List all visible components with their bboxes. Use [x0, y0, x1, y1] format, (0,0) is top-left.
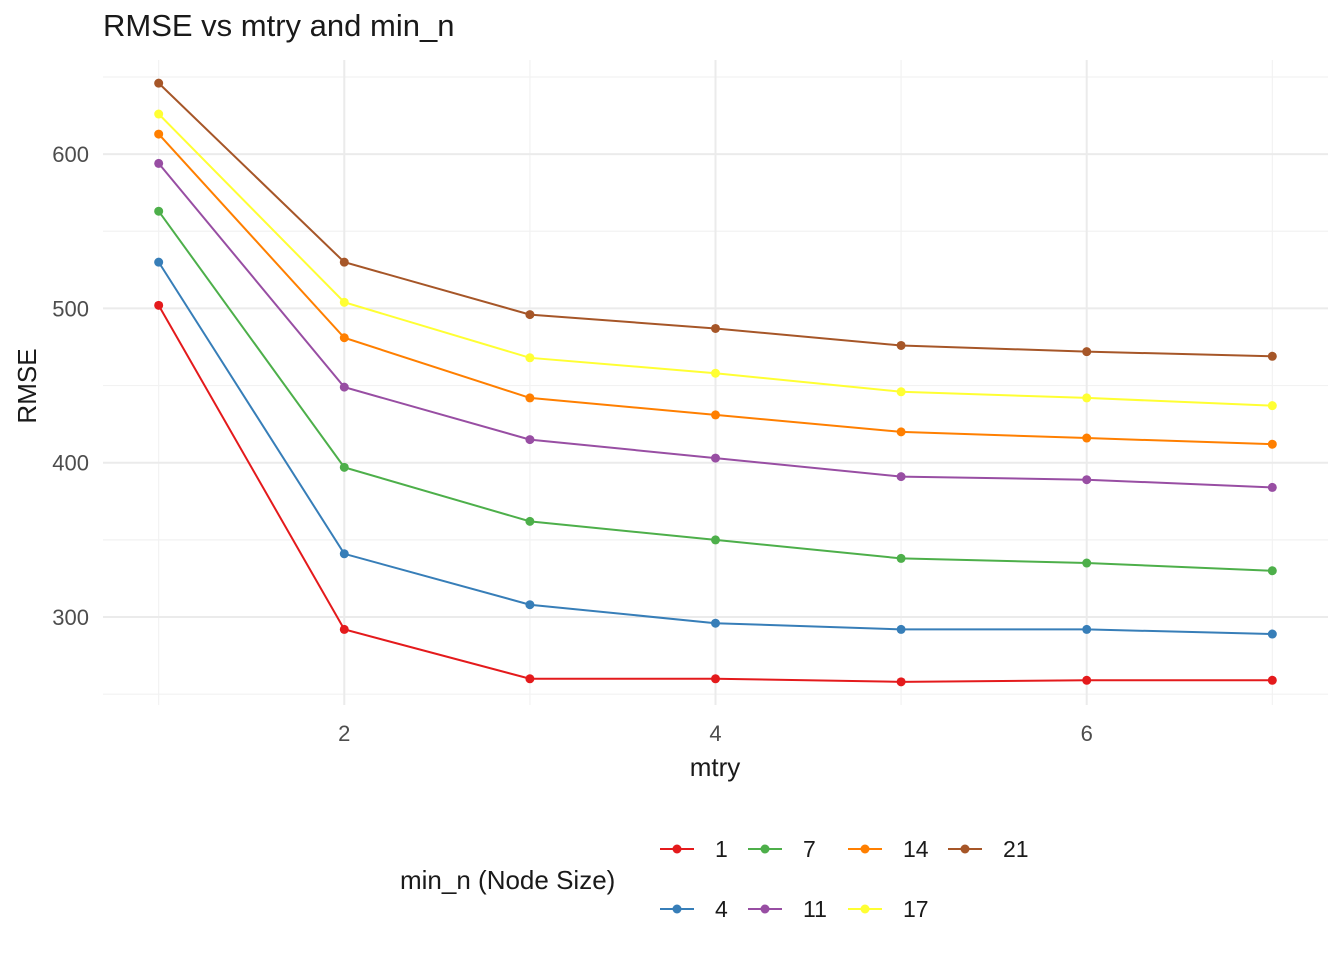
series-17: [154, 109, 1277, 411]
data-point: [896, 624, 906, 634]
data-point: [1082, 624, 1092, 634]
data-point: [1082, 347, 1092, 357]
legend-key-point: [672, 844, 682, 854]
data-point: [711, 674, 720, 684]
data-point: [896, 340, 906, 350]
legend-key-point: [860, 844, 870, 854]
data-point: [525, 674, 535, 684]
data-point: [525, 435, 535, 445]
data-point: [525, 600, 535, 610]
legend-title: min_n (Node Size): [400, 865, 615, 895]
data-point: [1267, 351, 1277, 361]
series-11: [154, 158, 1277, 492]
chart-title: RMSE vs mtry and min_n: [103, 8, 455, 43]
y-tick-label: 400: [52, 451, 89, 476]
legend-label: 21: [1003, 836, 1029, 862]
x-tick-label: 6: [1081, 721, 1093, 746]
data-point: [1267, 629, 1277, 639]
data-point: [154, 109, 164, 119]
legend-item-4: 4: [660, 896, 728, 922]
data-point: [339, 297, 349, 307]
legend-label: 11: [803, 896, 827, 922]
x-tick-label: 2: [338, 721, 350, 746]
data-point: [1267, 675, 1277, 685]
data-point: [896, 472, 906, 482]
legend-label: 7: [803, 836, 816, 862]
data-point: [525, 353, 535, 363]
legend-label: 4: [715, 896, 728, 922]
series-7: [154, 206, 1277, 576]
data-point: [339, 549, 349, 559]
legend-label: 17: [903, 896, 929, 922]
data-point: [339, 462, 349, 472]
data-point: [711, 368, 720, 378]
data-point: [711, 453, 720, 463]
legend-item-14: 14: [848, 836, 929, 862]
data-point: [339, 624, 349, 634]
data-point: [711, 410, 720, 420]
data-point: [896, 553, 906, 563]
data-point: [154, 158, 164, 168]
series-21: [154, 78, 1277, 361]
series-1: [154, 300, 1277, 687]
legend-item-7: 7: [748, 836, 816, 862]
legend-key-point: [760, 904, 770, 914]
y-tick-labels: 300 400 500 600: [52, 142, 89, 630]
legend-key-point: [760, 844, 770, 854]
x-tick-label: 4: [709, 721, 721, 746]
data-point: [154, 206, 164, 216]
data-point: [339, 382, 349, 392]
legend-key-point: [672, 904, 682, 914]
data-point: [1267, 401, 1277, 411]
data-point: [711, 535, 720, 545]
data-point: [1082, 393, 1092, 403]
data-point: [154, 129, 164, 139]
data-point: [525, 516, 535, 526]
series-layer: [154, 78, 1277, 687]
data-point: [154, 300, 164, 310]
series-4: [154, 257, 1277, 639]
data-point: [896, 427, 906, 437]
grid-major: [103, 60, 1328, 705]
data-point: [896, 387, 906, 397]
data-point: [525, 310, 535, 320]
legend-item-1: 1: [660, 836, 728, 862]
data-point: [1267, 482, 1277, 492]
legend-label: 1: [715, 836, 728, 862]
y-tick-label: 300: [52, 605, 89, 630]
data-point: [1267, 439, 1277, 449]
legend-key-point: [960, 844, 970, 854]
legend-item-17: 17: [848, 896, 929, 922]
data-point: [711, 618, 720, 628]
data-point: [339, 333, 349, 343]
legend: min_n (Node Size) 1 7 14 214 11 17: [400, 836, 1029, 922]
data-point: [896, 677, 906, 687]
data-point: [525, 393, 535, 403]
y-tick-label: 600: [52, 142, 89, 167]
legend-item-21: 21: [948, 836, 1029, 862]
data-point: [1082, 558, 1092, 568]
data-point: [154, 257, 164, 267]
data-point: [339, 257, 349, 267]
series-14: [154, 129, 1277, 449]
data-point: [154, 78, 164, 88]
data-point: [1082, 675, 1092, 685]
legend-key-point: [860, 904, 870, 914]
data-point: [1082, 475, 1092, 485]
legend-label: 14: [903, 836, 929, 862]
legend-item-11: 11: [748, 896, 827, 922]
x-axis-label: mtry: [690, 752, 741, 782]
x-tick-labels: 2 4 6: [338, 721, 1093, 746]
y-axis-label: RMSE: [12, 348, 42, 423]
y-tick-label: 500: [52, 296, 89, 321]
data-point: [711, 323, 720, 333]
data-point: [1082, 433, 1092, 443]
data-point: [1267, 566, 1277, 576]
